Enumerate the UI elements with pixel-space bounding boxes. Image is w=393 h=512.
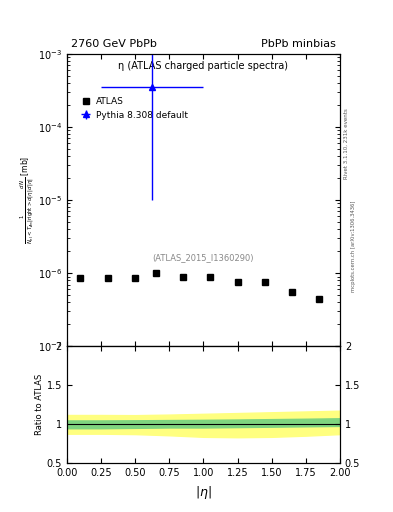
Text: Rivet 3.1.10, 231k events: Rivet 3.1.10, 231k events [344,108,349,179]
ATLAS [133,275,138,282]
X-axis label: $|\eta|$: $|\eta|$ [195,484,212,501]
ATLAS [235,279,240,285]
Text: mcplots.cern.ch [arXiv:1306.3436]: mcplots.cern.ch [arXiv:1306.3436] [351,200,356,291]
Text: (ATLAS_2015_I1360290): (ATLAS_2015_I1360290) [152,253,254,262]
Line: ATLAS: ATLAS [77,270,323,302]
ATLAS [105,275,110,282]
Y-axis label: Ratio to ATLAS: Ratio to ATLAS [35,374,44,436]
ATLAS [290,289,294,295]
Y-axis label: $\frac{1}{N_{\mathregular{el}}<T_{A_m}|\mathregular{right}>d|\eta|}\frac{dN}{d|\: $\frac{1}{N_{\mathregular{el}}<T_{A_m}|\… [18,156,37,244]
ATLAS [78,275,83,282]
Legend: ATLAS, Pythia 8.308 default: ATLAS, Pythia 8.308 default [77,93,191,123]
ATLAS [317,295,322,302]
Text: PbPb minbias: PbPb minbias [261,38,336,49]
ATLAS [153,270,158,276]
ATLAS [180,273,185,280]
Text: η (ATLAS charged particle spectra): η (ATLAS charged particle spectra) [118,61,288,71]
Text: 2760 GeV PbPb: 2760 GeV PbPb [71,38,157,49]
ATLAS [208,273,213,280]
ATLAS [263,279,267,285]
